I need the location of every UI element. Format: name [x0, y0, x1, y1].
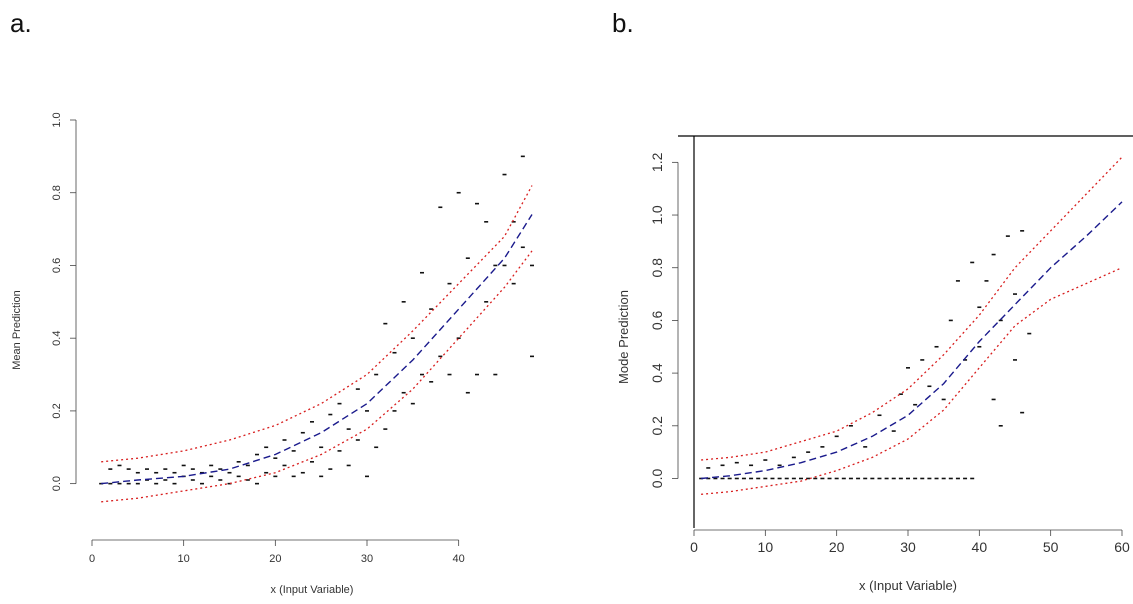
x-tick-label: 40: [453, 553, 465, 565]
y-tick-label: 1.0: [51, 112, 63, 127]
prediction-line: [101, 214, 533, 485]
y-tick-label: 0.8: [649, 258, 665, 278]
x-tick-label: 30: [361, 553, 373, 565]
x-tick-label: 10: [178, 553, 190, 565]
y-tick-label: 0.0: [51, 476, 63, 491]
x-tick-label: 40: [972, 539, 988, 555]
y-tick-label: 0.2: [649, 416, 665, 436]
x-tick-label: 30: [900, 539, 916, 555]
chart-panel-b: 0 10 20 30 40 50 60 0.0 0.2 0.4 0.6 0.8 1.0 1.2 x (Inp…: [616, 135, 1133, 593]
y-tick-label: 0.4: [51, 331, 63, 346]
x-axis-title: x (Input Variable): [859, 578, 957, 593]
x-tick-label: 20: [269, 553, 281, 565]
x-tick-label: 60: [1114, 539, 1130, 555]
upper-interval-line: [101, 185, 533, 463]
y-tick-label: 1.2: [649, 152, 665, 172]
x-tick-label: 50: [1043, 539, 1059, 555]
x-tick-label: 20: [829, 539, 845, 555]
y-axis-title: Mean Prediction: [11, 290, 23, 370]
y-tick-label: 0.8: [51, 185, 63, 200]
y-axis-title: Mode Prediction: [616, 290, 631, 384]
y-tick-label: 0.4: [649, 363, 665, 383]
y-tick-label: 1.0: [649, 205, 665, 225]
x-axis-title: x (Input Variable): [271, 584, 354, 596]
lower-interval-line: [101, 250, 533, 503]
lower-interval-line: [701, 267, 1123, 495]
upper-interval-line: [701, 156, 1123, 461]
chart-panel-a: 0 10 20 30 40 0.0 0.2 0.4 0.6 0.8 1.0 x (Input Vari…: [11, 112, 534, 596]
x-tick-label: 10: [758, 539, 774, 555]
y-tick-label: 0.6: [649, 310, 665, 330]
panel-label-b: b.: [612, 8, 634, 38]
y-tick-label: 0.0: [649, 469, 665, 489]
y-tick-label: 0.6: [51, 258, 63, 273]
prediction-line: [701, 201, 1123, 480]
panel-label-a: a.: [10, 8, 32, 38]
x-tick-label: 0: [690, 539, 698, 555]
x-tick-label: 0: [89, 553, 95, 565]
y-tick-label: 0.2: [51, 403, 63, 418]
